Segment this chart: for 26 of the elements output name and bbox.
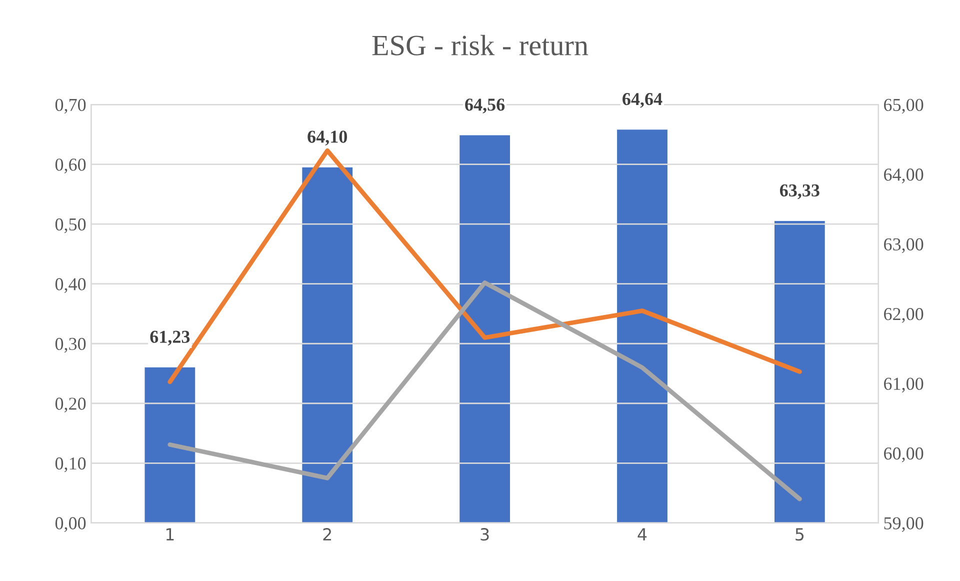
- y-tick-label: 0,40: [55, 278, 86, 293]
- x-tick-label: 3: [480, 528, 489, 541]
- y2-tick-label: 65,00: [884, 98, 924, 114]
- y2-tick-label: 62,00: [884, 308, 924, 323]
- y-tick-label: 0,20: [55, 398, 86, 412]
- y2-tick-label: 61,00: [884, 378, 924, 392]
- data-label: 61,23: [150, 330, 190, 346]
- chart-title: ESG - risk - return: [372, 34, 588, 56]
- y-tick-label: 0,70: [55, 98, 86, 114]
- x-tick-label: 4: [638, 528, 647, 540]
- y-tick-label: 0,00: [55, 517, 86, 532]
- y2-tick-label: 60,00: [884, 447, 924, 462]
- data-label: 64,64: [622, 93, 662, 108]
- y-tick-label: 0,50: [55, 218, 86, 234]
- y-tick-label: 0,60: [55, 158, 86, 174]
- y2-tick-label: 63,00: [884, 238, 924, 254]
- x-tick-label: 5: [796, 528, 804, 541]
- y2-tick-label: 64,00: [884, 168, 924, 184]
- x-tick-label: 1: [166, 528, 174, 540]
- y2-tick-label: 59,00: [884, 517, 924, 532]
- y-tick-label: 0,10: [55, 457, 86, 472]
- x-tick-label: 2: [323, 528, 331, 540]
- y-tick-label: 0,30: [55, 338, 86, 353]
- data-label: 64,56: [465, 98, 505, 114]
- data-label: 63,33: [780, 184, 820, 200]
- data-label: 64,10: [308, 130, 347, 146]
